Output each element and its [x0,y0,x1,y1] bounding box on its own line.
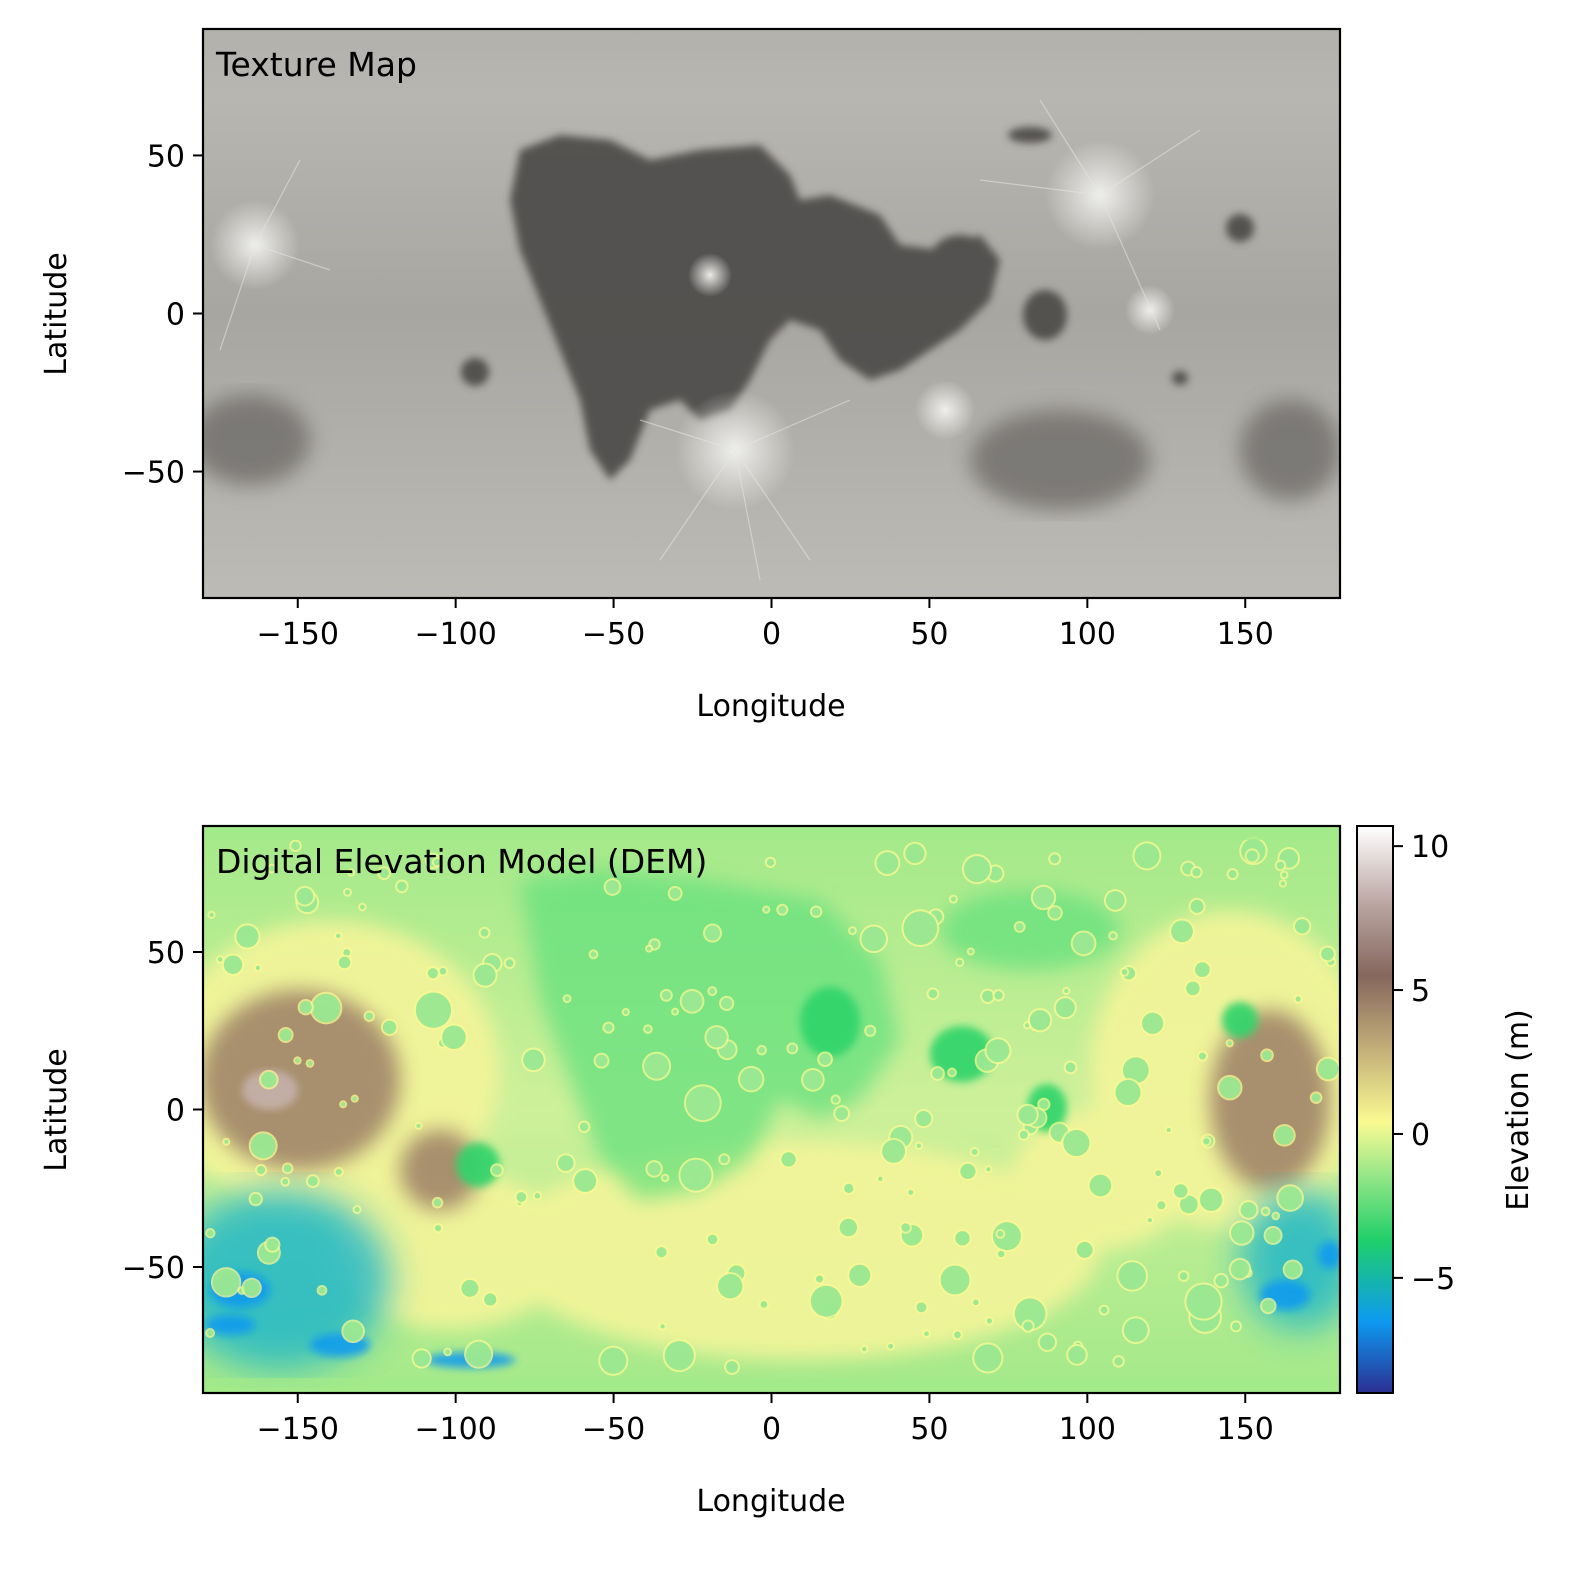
dem-x-tick-label: −150 [257,1412,339,1447]
dem-y-axis-label: Latitude [39,1048,74,1171]
dem-x-axis-label: Longitude [696,1484,845,1519]
dem-annotation: Digital Elevation Model (DEM) [216,842,707,881]
dem-x-tick-label: −50 [582,1412,645,1447]
texture-map-x-tick-label: 50 [910,617,948,652]
colorbar-frame [1356,825,1394,1394]
texture-map-x-axis-label: Longitude [696,689,845,724]
colorbar-axis: 10 5 0 −5 [1393,830,1455,1297]
texture-map-x-tick-label: −150 [257,617,339,652]
colorbar-label: Elevation (m) [1501,1009,1536,1211]
texture-map-y-axis-label: Latitude [39,252,74,375]
colorbar [1357,826,1393,1393]
dem-y-axis: −50 0 50 [122,936,203,1286]
colorbar-tick-label: 10 [1411,830,1449,865]
texture-map-x-tick-label: 0 [762,617,781,652]
texture-map-image [203,29,1340,598]
texture-map-x-tick-label: 150 [1217,617,1274,652]
texture-map-y-tick-label: 50 [147,139,185,174]
texture-map-annotation: Texture Map [215,45,417,84]
dem-image [203,826,1340,1393]
dem-x-tick-label: 150 [1217,1412,1274,1447]
dem-x-axis: −150 −100 −50 0 50 100 150 [257,1393,1274,1447]
colorbar-tick-label: 5 [1411,974,1430,1009]
texture-map-panel: Texture Map −150 −100 −50 0 50 100 150 −50050 … [39,27,1342,724]
texture-map-x-tick-label: −50 [582,617,645,652]
dem-x-tick-label: 50 [910,1412,948,1447]
texture-map-x-tick-label: 100 [1059,617,1116,652]
dem-y-tick-label: 50 [147,936,185,971]
dem-y-tick-label: 0 [166,1094,185,1129]
colorbar-tick-label: −5 [1411,1262,1455,1297]
texture-map-y-tick-label: 0 [166,298,185,333]
texture-map-x-axis: −150 −100 −50 0 50 100 150 [257,598,1274,652]
texture-map-x-tick-label: −100 [414,617,496,652]
dem-panel: Digital Elevation Model (DEM) −150 −100 −5… [39,824,1536,1519]
texture-map-y-axis: −50 0 50 [122,139,203,491]
dem-x-tick-label: 100 [1059,1412,1116,1447]
texture-map-y-tick-label: −50 [122,456,185,491]
dem-y-tick-label: −50 [122,1251,185,1286]
dem-x-tick-label: 0 [762,1412,781,1447]
dem-x-tick-label: −100 [414,1412,496,1447]
colorbar-tick-label: 0 [1411,1118,1430,1153]
